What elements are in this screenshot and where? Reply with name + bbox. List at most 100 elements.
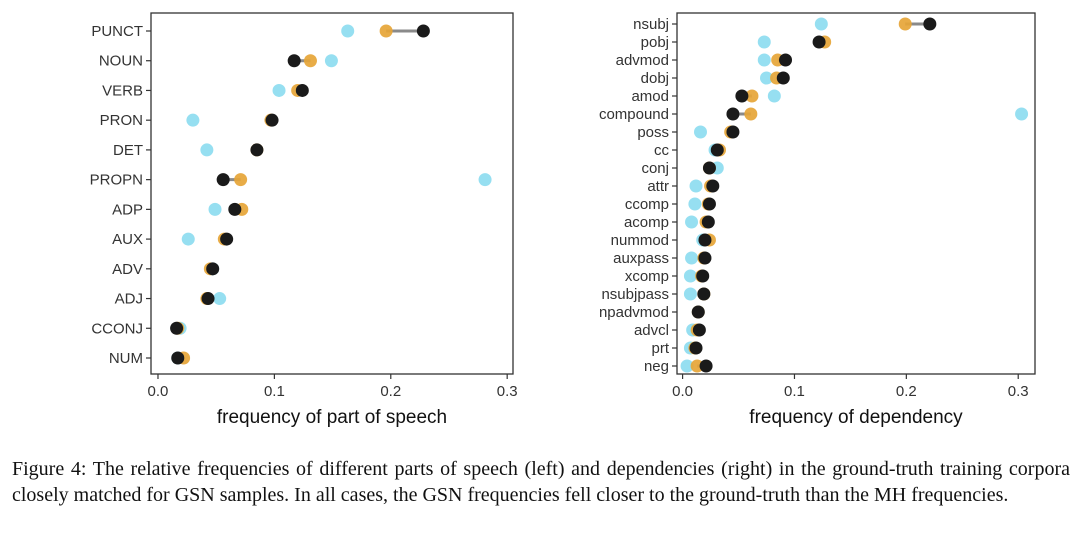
gsn-point	[303, 54, 317, 68]
y-tick-label: PROPN	[90, 172, 143, 189]
ground-truth-point	[250, 143, 264, 157]
ground-truth-point	[265, 113, 279, 127]
plot-frame	[150, 12, 514, 375]
x-tick-label: 0.3	[1008, 383, 1029, 400]
y-tick-label: neg	[644, 358, 669, 375]
y-tick-label: ADV	[112, 261, 143, 278]
ground-truth-point	[726, 125, 740, 139]
gsn-point	[898, 17, 912, 31]
mh-point	[478, 173, 492, 187]
x-axis-title: frequency of dependency	[749, 407, 963, 428]
ground-truth-point	[702, 197, 716, 211]
mh-point	[200, 143, 214, 157]
ground-truth-point	[206, 262, 220, 276]
ground-truth-point	[201, 292, 215, 306]
y-tick-label: conj	[641, 160, 669, 177]
ground-truth-point	[287, 54, 301, 68]
ground-truth-point	[923, 17, 937, 31]
y-tick-label: pobj	[641, 34, 669, 51]
mh-point	[767, 89, 781, 103]
ground-truth-point	[689, 341, 703, 355]
ground-truth-point	[220, 232, 234, 246]
ground-truth-point	[228, 202, 242, 216]
ground-truth-point	[216, 173, 230, 187]
pos-panel: PUNCT NOUN VERB PRON DET PROPN ADP AUX ADV ADJ CCO…	[90, 12, 518, 428]
figure: PUNCT NOUN VERB PRON DET PROPN ADP AUX ADV ADJ CCO…	[90, 12, 1036, 428]
y-tick-label: amod	[631, 88, 669, 105]
y-tick-label: poss	[637, 124, 669, 141]
y-tick-label: auxpass	[613, 250, 669, 267]
x-tick-label: 0.0	[672, 383, 693, 400]
mh-point	[685, 251, 699, 265]
x-tick-label: 0.0	[148, 383, 169, 400]
gsn-point	[379, 24, 393, 38]
y-tick-label: ccomp	[625, 196, 669, 213]
ground-truth-point	[779, 53, 793, 67]
y-tick-label: advmod	[616, 52, 669, 69]
x-tick-label: 0.2	[896, 383, 917, 400]
ground-truth-point	[776, 71, 790, 85]
mh-point	[814, 17, 828, 31]
y-tick-label: prt	[651, 340, 669, 357]
ground-truth-point	[701, 215, 715, 229]
x-axis-title: frequency of part of speech	[217, 407, 447, 428]
ground-truth-point	[812, 35, 826, 49]
ground-truth-point	[706, 179, 720, 193]
mh-point	[208, 202, 222, 216]
mh-point	[693, 125, 707, 139]
ground-truth-point	[702, 161, 716, 175]
y-tick-label: acomp	[624, 214, 669, 231]
ground-truth-point	[295, 83, 309, 97]
mh-point	[272, 83, 286, 97]
y-tick-label: ADJ	[115, 291, 143, 308]
y-tick-label: npadvmod	[599, 304, 669, 321]
gsn-point	[744, 107, 758, 121]
y-tick-label: PRON	[100, 112, 143, 129]
ground-truth-point	[692, 323, 706, 337]
x-tick-label: 0.1	[264, 383, 285, 400]
plot-frame	[676, 12, 1036, 375]
x-tick-label: 0.1	[784, 383, 805, 400]
ground-truth-point	[170, 321, 184, 335]
x-tick-label: 0.2	[380, 383, 401, 400]
mh-point	[757, 53, 771, 67]
mh-point	[181, 232, 195, 246]
ground-truth-point	[691, 305, 705, 319]
ground-truth-point	[696, 269, 710, 283]
y-tick-label: NOUN	[99, 53, 143, 70]
ground-truth-point	[698, 233, 712, 247]
y-tick-label: AUX	[112, 231, 143, 248]
ground-truth-point	[171, 351, 185, 365]
y-tick-label: PUNCT	[91, 23, 143, 40]
mh-point	[680, 359, 694, 373]
y-tick-label: VERB	[102, 82, 143, 99]
mh-point	[689, 179, 703, 193]
y-tick-label: ADP	[112, 201, 143, 218]
y-tick-label: dobj	[641, 70, 669, 87]
mh-point	[688, 197, 702, 211]
y-tick-label: NUM	[109, 350, 143, 367]
ground-truth-point	[416, 24, 430, 38]
mh-point	[685, 215, 699, 229]
mh-point	[213, 292, 227, 306]
ground-truth-point	[735, 89, 749, 103]
gsn-point	[234, 173, 248, 187]
mh-point	[1015, 107, 1029, 121]
ground-truth-point	[699, 359, 713, 373]
y-tick-label: attr	[647, 178, 669, 195]
mh-point	[683, 287, 697, 301]
mh-point	[760, 71, 773, 85]
y-tick-label: CCONJ	[91, 320, 143, 337]
dependency-panel: nsubjpobjadvmoddobjamodcompoundposscccon…	[599, 12, 1036, 428]
mh-point	[757, 35, 771, 49]
gsn-point	[745, 89, 759, 103]
ground-truth-point	[697, 287, 711, 301]
mh-point	[324, 54, 338, 68]
y-tick-label: nsubjpass	[601, 286, 669, 303]
y-tick-label: nummod	[611, 232, 669, 249]
y-tick-label: cc	[654, 142, 670, 159]
y-tick-label: nsubj	[633, 16, 669, 33]
gsn-point	[690, 359, 704, 373]
y-tick-label: xcomp	[625, 268, 669, 285]
y-tick-label: compound	[599, 106, 669, 123]
